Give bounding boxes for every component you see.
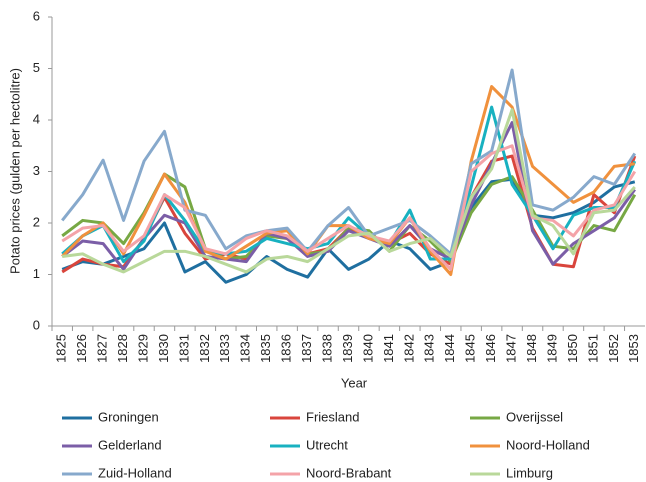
legend-label: Utrecht — [306, 437, 348, 452]
x-tick-label: 1833 — [217, 334, 232, 363]
x-tick-label: 1847 — [504, 334, 519, 363]
x-axis-title: Year — [341, 375, 368, 390]
y-axis-title: Potato prices (gulden per hectolitre) — [7, 68, 22, 274]
x-tick-label: 1843 — [422, 334, 437, 363]
y-tick-label: 4 — [33, 111, 40, 126]
series-line — [62, 108, 636, 274]
legend-label: Overijssel — [506, 409, 563, 424]
y-tick-label: 0 — [33, 317, 40, 332]
series-line — [61, 68, 637, 256]
y-tick-label: 3 — [33, 163, 40, 178]
x-tick-label: 1852 — [606, 334, 621, 363]
x-tick-label: 1835 — [258, 334, 273, 363]
x-tick-label: 1827 — [95, 334, 110, 363]
x-tick-label: 1848 — [524, 334, 539, 363]
legend-label: Groningen — [98, 409, 159, 424]
y-tick-label: 5 — [33, 60, 40, 75]
y-tick-label: 2 — [33, 214, 40, 229]
x-tick-label: 1840 — [360, 334, 375, 363]
x-tick-label: 1836 — [279, 334, 294, 363]
x-tick-label: 1842 — [401, 334, 416, 363]
x-tick-label: 1831 — [176, 334, 191, 363]
x-tick-label: 1826 — [74, 334, 89, 363]
x-tick-label: 1841 — [381, 334, 396, 363]
x-tick-label: 1829 — [135, 334, 150, 363]
x-tick-label: 1849 — [544, 334, 559, 363]
y-tick-label: 6 — [33, 8, 40, 23]
x-tick-label: 1839 — [340, 334, 355, 363]
x-tick-label: 1830 — [156, 334, 171, 363]
x-tick-label: 1844 — [442, 334, 457, 363]
legend-label: Gelderland — [98, 437, 162, 452]
series-line — [61, 85, 635, 276]
series-line — [61, 177, 636, 284]
legend-label: Noord-Holland — [506, 437, 590, 452]
x-tick-label: 1846 — [483, 334, 498, 363]
x-tick-label: 1853 — [626, 334, 641, 363]
x-tick-label: 1832 — [197, 334, 212, 363]
x-tick-label: 1850 — [565, 334, 580, 363]
x-tick-label: 1828 — [115, 334, 130, 363]
x-tick-label: 1834 — [238, 334, 253, 363]
x-tick-label: 1851 — [585, 334, 600, 363]
x-tick-label: 1825 — [54, 334, 69, 363]
legend-label: Limburg — [506, 465, 553, 480]
legend-label: Noord-Brabant — [306, 465, 392, 480]
series-line — [61, 121, 636, 271]
legend-label: Zuid-Holland — [98, 465, 172, 480]
y-tick-label: 1 — [33, 266, 40, 281]
series-line — [61, 154, 637, 274]
legend-label: Friesland — [306, 409, 359, 424]
x-tick-label: 1837 — [299, 334, 314, 363]
x-tick-label: 1845 — [463, 334, 478, 363]
x-tick-label: 1838 — [319, 334, 334, 363]
